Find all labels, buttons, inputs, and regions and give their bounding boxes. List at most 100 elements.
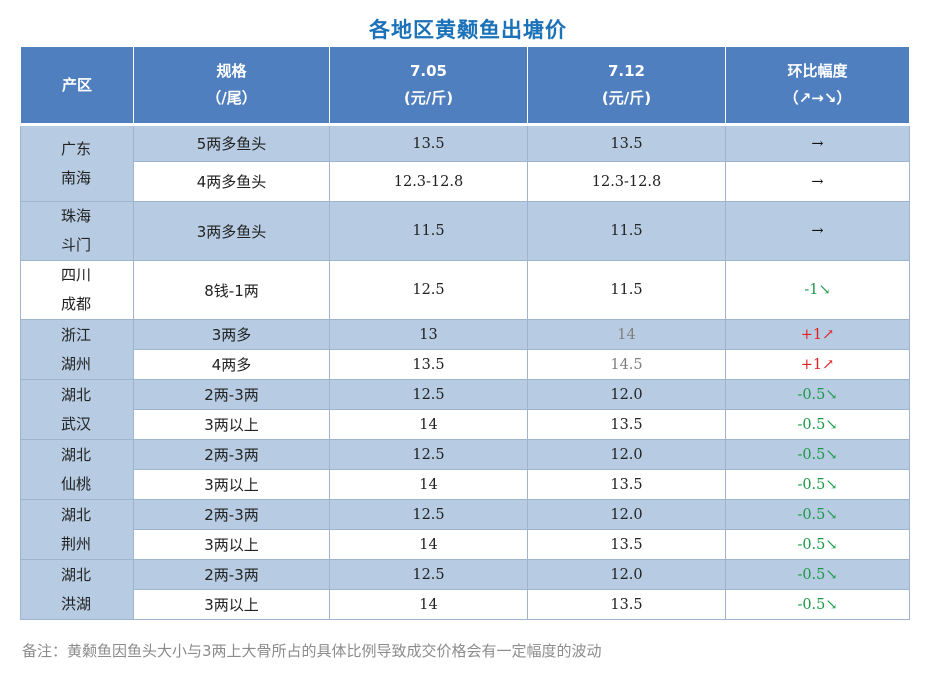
price-0712-value: 13.5 — [610, 536, 643, 553]
page-title: 各地区黄颡鱼出塘价 — [369, 18, 567, 42]
change-cell: -0.5↘ — [725, 439, 910, 470]
price-0705-value: 12.3-12.8 — [393, 173, 464, 190]
region-label: 广东 — [61, 139, 92, 158]
price-0705-value: 13.5 — [412, 135, 445, 152]
price-0705-cell: 14 — [329, 469, 528, 500]
change-cell: -0.5↘ — [725, 499, 910, 530]
price-0712-cell: 12.0 — [527, 559, 726, 590]
change-cell: → — [725, 201, 910, 261]
price-0712-cell: 13.5 — [527, 589, 726, 620]
price-0705-value: 14 — [419, 536, 438, 553]
table-row: 3两以上 14 13.5 -0.5↘ — [21, 409, 910, 440]
spec-cell: 2两-3两 — [133, 379, 330, 410]
price-0705-value: 12.5 — [412, 506, 445, 523]
region-label: 仙桃 — [61, 474, 92, 493]
price-0712-cell: 14.5 — [527, 349, 726, 380]
spec-cell: 2两-3两 — [133, 559, 330, 590]
spec-cell: 2两-3两 — [133, 439, 330, 470]
spec-cell: 4两多 — [133, 349, 330, 380]
region-cell: 湖北 武汉 — [20, 379, 134, 440]
region-label: 浙江 — [61, 325, 92, 344]
price-0705-cell: 14 — [329, 409, 528, 440]
spec-value: 3两以上 — [204, 596, 259, 614]
table-row: 湖北 荆州 2两-3两 12.5 12.0 -0.5↘ — [20, 499, 910, 560]
table-row: 珠海斗门 3两多鱼头 11.5 11.5 → — [20, 201, 910, 261]
price-0705-cell: 12.5 — [329, 499, 528, 530]
price-0712-value: 14 — [617, 326, 636, 343]
change-cell: +1↗ — [725, 349, 910, 380]
change-value: +1↗ — [800, 356, 835, 373]
region-cell: 广东 南海 — [20, 124, 134, 202]
price-0712-cell: 13.5 — [527, 469, 726, 500]
change-value: -0.5↘ — [797, 566, 838, 583]
price-0712-cell: 13.5 — [527, 529, 726, 560]
spec-value: 2两-3两 — [204, 446, 259, 464]
change-value: +1↗ — [800, 326, 835, 343]
price-0712-cell: 11.5 — [527, 260, 726, 320]
price-0705-cell: 13.5 — [329, 349, 528, 380]
price-0712-cell: 11.5 — [527, 201, 726, 261]
region-label: 湖北 — [61, 445, 92, 464]
price-0712-cell: 12.0 — [527, 499, 726, 530]
spec-value: 4两多 — [211, 356, 252, 374]
region-label: 斗门 — [61, 236, 92, 254]
price-0712-cell: 12.0 — [527, 439, 726, 470]
region-label: 成都 — [61, 295, 92, 313]
spec-value: 3两以上 — [204, 536, 259, 554]
price-0705-cell: 13.5 — [329, 124, 528, 162]
spec-cell: 3两以上 — [133, 469, 330, 500]
spec-value: 3两以上 — [204, 416, 259, 434]
change-value: -1↘ — [804, 282, 831, 298]
spec-cell: 4两多鱼头 — [133, 161, 330, 202]
table-row: 广东 南海 5两多鱼头 13.5 13.5 → — [20, 124, 910, 202]
region-cell: 湖北 洪湖 — [20, 559, 134, 620]
change-cell: +1↗ — [725, 319, 910, 350]
price-0712-value: 12.0 — [610, 386, 643, 403]
price-table: 产区 规格 （/尾） 7.05 (元/斤) 7.12 (元/斤) 环比幅度 （↗→↘） … — [20, 46, 910, 620]
region-label: 湖北 — [61, 505, 92, 524]
change-cell: -0.5↘ — [725, 379, 910, 410]
change-cell: → — [725, 124, 910, 162]
region-label: 南海 — [61, 168, 92, 187]
price-0705-value: 12.5 — [412, 566, 445, 583]
spec-cell: 2两-3两 — [133, 499, 330, 530]
spec-value: 4两多鱼头 — [196, 173, 267, 191]
table-row: 浙江 湖州 3两多 13 14 +1↗ — [20, 319, 910, 380]
header-date-0705: 7.05 (元/斤) — [329, 46, 528, 125]
spec-cell: 3两以上 — [133, 529, 330, 560]
price-0712-value: 13.5 — [610, 135, 643, 152]
footnote: 备注：黄颡鱼因鱼头大小与3两上大骨所占的具体比例导致成交价格会有一定幅度的波动 — [22, 642, 602, 660]
change-value: -0.5↘ — [797, 596, 838, 613]
change-value: → — [811, 135, 824, 152]
spec-cell: 3两多 — [133, 319, 330, 350]
price-0712-value: 13.5 — [610, 596, 643, 613]
header-region: 产区 — [20, 46, 134, 125]
spec-cell: 5两多鱼头 — [133, 124, 330, 162]
change-cell: -0.5↘ — [725, 529, 910, 560]
price-0705-cell: 14 — [329, 589, 528, 620]
price-0712-value: 13.5 — [610, 476, 643, 493]
price-0705-cell: 12.5 — [329, 260, 528, 320]
price-0705-value: 12.5 — [412, 446, 445, 463]
region-label: 湖北 — [61, 565, 92, 584]
spec-cell: 3两以上 — [133, 589, 330, 620]
table-row: 湖北 武汉 2两-3两 12.5 12.0 -0.5↘ — [20, 379, 910, 440]
change-cell: -0.5↘ — [725, 469, 910, 500]
change-value: -0.5↘ — [797, 386, 838, 403]
change-value: → — [811, 223, 824, 239]
region-cell: 四川 成都 — [20, 260, 134, 320]
spec-value: 3两多鱼头 — [196, 222, 267, 241]
region-label: 珠海 — [61, 207, 92, 225]
price-0712-cell: 12.0 — [527, 379, 726, 410]
price-0705-value: 11.5 — [412, 223, 445, 239]
price-0705-value: 14 — [419, 476, 438, 493]
price-0712-value: 12.3-12.8 — [591, 173, 662, 190]
price-0712-value: 11.5 — [610, 223, 643, 239]
spec-value: 3两以上 — [204, 476, 259, 494]
price-0712-value: 12.0 — [610, 506, 643, 523]
change-value: -0.5↘ — [797, 476, 838, 493]
price-0705-cell: 12.5 — [329, 439, 528, 470]
price-0705-cell: 11.5 — [329, 201, 528, 261]
table-row: 湖北 洪湖 2两-3两 12.5 12.0 -0.5↘ — [20, 559, 910, 620]
price-0705-cell: 14 — [329, 529, 528, 560]
